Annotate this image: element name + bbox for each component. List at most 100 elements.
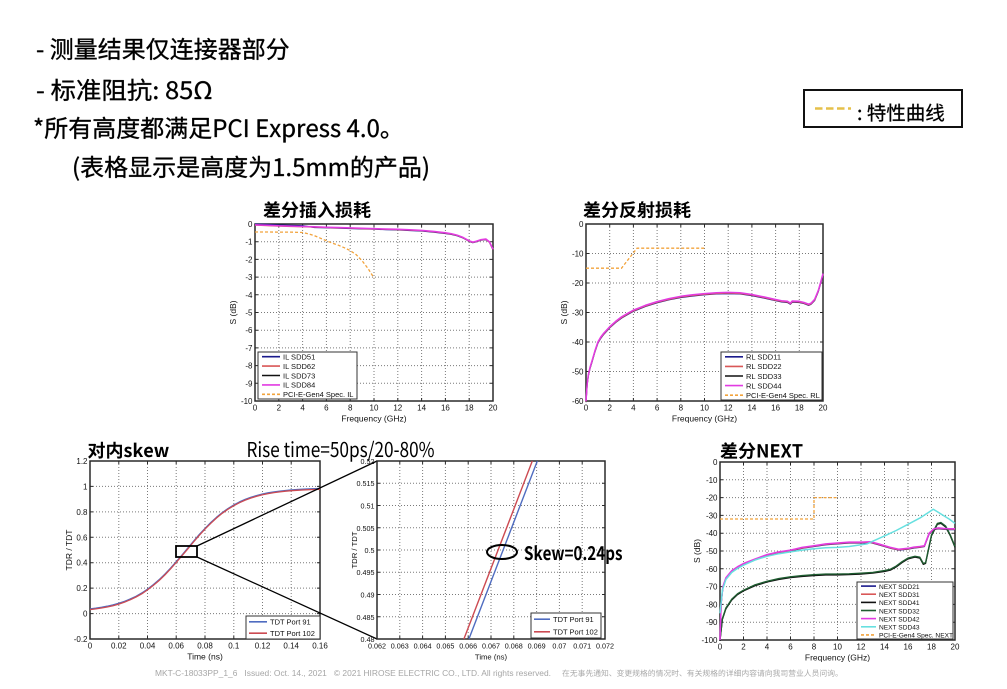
svg-text:-9: -9 — [245, 379, 253, 388]
svg-text:0.14: 0.14 — [283, 642, 299, 651]
svg-text:18: 18 — [465, 404, 474, 413]
svg-text:-60: -60 — [706, 565, 718, 574]
svg-text:14: 14 — [747, 404, 756, 413]
svg-text:0.495: 0.495 — [357, 568, 375, 577]
svg-text:0.065: 0.065 — [436, 642, 454, 651]
svg-text:12: 12 — [724, 404, 733, 413]
svg-text:0.04: 0.04 — [140, 642, 156, 651]
svg-text:TDT Port 102: TDT Port 102 — [553, 628, 598, 637]
svg-text:0: 0 — [83, 610, 88, 619]
svg-text:1: 1 — [83, 482, 88, 491]
svg-text:2: 2 — [741, 643, 746, 652]
svg-text:-60: -60 — [572, 397, 584, 406]
svg-text:0.515: 0.515 — [357, 479, 375, 488]
svg-text:14: 14 — [880, 643, 889, 652]
svg-text:18: 18 — [795, 404, 804, 413]
svg-text:TDT Port 91: TDT Port 91 — [553, 615, 594, 624]
svg-text:0.505: 0.505 — [357, 524, 375, 533]
svg-text:-5: -5 — [245, 309, 253, 318]
svg-text:0.49: 0.49 — [361, 591, 375, 600]
svg-text:S (dB): S (dB) — [692, 539, 702, 563]
svg-text:0.064: 0.064 — [414, 642, 432, 651]
svg-text:0.1: 0.1 — [228, 642, 240, 651]
svg-text:NEXT SDD41: NEXT SDD41 — [879, 600, 920, 607]
svg-text:Frequency (GHz): Frequency (GHz) — [672, 414, 737, 424]
svg-text:0: 0 — [88, 642, 93, 651]
svg-text:12: 12 — [857, 643, 866, 652]
svg-text:NEXT SDD32: NEXT SDD32 — [879, 608, 920, 615]
svg-text:-50: -50 — [706, 547, 718, 556]
svg-text:0.08: 0.08 — [197, 642, 213, 651]
svg-text:0.067: 0.067 — [482, 642, 500, 651]
svg-text:RL SDD11: RL SDD11 — [746, 353, 781, 362]
svg-text:10: 10 — [833, 643, 842, 652]
svg-text:-4: -4 — [245, 291, 253, 300]
svg-text:TDT Port 102: TDT Port 102 — [270, 629, 315, 638]
svg-text:0: 0 — [718, 643, 723, 652]
svg-text:0.16: 0.16 — [312, 642, 328, 651]
svg-text:16: 16 — [771, 404, 780, 413]
svg-text:-8: -8 — [245, 362, 253, 371]
svg-text:4: 4 — [765, 643, 770, 652]
svg-text:2: 2 — [277, 404, 282, 413]
svg-text:IL SDD73: IL SDD73 — [283, 371, 315, 380]
svg-text:4: 4 — [631, 404, 636, 413]
svg-text:Frequency (GHz): Frequency (GHz) — [341, 414, 406, 424]
svg-text:-40: -40 — [572, 338, 584, 347]
svg-text:-80: -80 — [706, 600, 718, 609]
svg-text:Time (ns): Time (ns) — [475, 653, 508, 662]
svg-text:IL SDD51: IL SDD51 — [283, 353, 315, 362]
svg-text:-90: -90 — [706, 618, 718, 627]
svg-text:0.066: 0.066 — [459, 642, 477, 651]
svg-text:0: 0 — [248, 220, 253, 229]
svg-text:0.06: 0.06 — [168, 642, 184, 651]
svg-text:TDT Port 91: TDT Port 91 — [270, 618, 311, 627]
svg-text:NEXT SDD21: NEXT SDD21 — [879, 584, 920, 591]
svg-text:Frequency (GHz): Frequency (GHz) — [805, 653, 870, 663]
svg-text:2: 2 — [607, 404, 612, 413]
svg-text:-1: -1 — [245, 238, 253, 247]
svg-text:-70: -70 — [706, 583, 718, 592]
svg-text:0.068: 0.068 — [505, 642, 523, 651]
svg-text:RL SDD44: RL SDD44 — [746, 381, 782, 390]
svg-text:-6: -6 — [245, 326, 253, 335]
svg-text:8: 8 — [679, 404, 684, 413]
svg-text:14: 14 — [417, 404, 426, 413]
svg-text:NEXT SDD43: NEXT SDD43 — [879, 625, 920, 632]
svg-text:0: 0 — [584, 404, 589, 413]
svg-text:NEXT SDD42: NEXT SDD42 — [879, 616, 920, 623]
svg-text:S (dB): S (dB) — [228, 300, 238, 324]
svg-text:6: 6 — [788, 643, 793, 652]
svg-text:20: 20 — [819, 404, 828, 413]
svg-text:10: 10 — [700, 404, 709, 413]
svg-text:0.48: 0.48 — [361, 635, 375, 644]
svg-text:-3: -3 — [245, 273, 253, 282]
svg-text:TDR / TDT: TDR / TDT — [350, 531, 359, 568]
svg-text:-50: -50 — [572, 368, 584, 377]
svg-text:PCI-E-Gen4 Spec. IL: PCI-E-Gen4 Spec. IL — [283, 390, 353, 399]
svg-text:-20: -20 — [706, 494, 718, 503]
svg-text:-0.2: -0.2 — [74, 635, 88, 644]
svg-text:1.2: 1.2 — [76, 457, 88, 466]
svg-text:-20: -20 — [572, 279, 584, 288]
svg-text:S (dB): S (dB) — [559, 300, 569, 324]
svg-text:-30: -30 — [572, 309, 584, 318]
svg-text:-10: -10 — [241, 397, 253, 406]
svg-text:PCI-E-Gen4 Spec. NEXT: PCI-E-Gen4 Spec. NEXT — [879, 633, 953, 640]
svg-text:-10: -10 — [572, 250, 584, 259]
svg-text:IL SDD84: IL SDD84 — [283, 381, 315, 390]
svg-text:4: 4 — [300, 404, 305, 413]
svg-text:0.062: 0.062 — [368, 642, 386, 651]
svg-text:TDR / TDT: TDR / TDT — [64, 530, 74, 571]
svg-text:10: 10 — [370, 404, 379, 413]
svg-text:8: 8 — [812, 643, 817, 652]
svg-text:-10: -10 — [706, 476, 718, 485]
svg-text:12: 12 — [393, 404, 402, 413]
svg-text:0.07: 0.07 — [552, 642, 566, 651]
svg-text:-30: -30 — [706, 511, 718, 520]
svg-text:-2: -2 — [245, 255, 253, 264]
svg-text:0.6: 0.6 — [76, 533, 88, 542]
svg-text:0.069: 0.069 — [528, 642, 546, 651]
svg-text:0.51: 0.51 — [361, 502, 375, 511]
svg-text:16: 16 — [441, 404, 450, 413]
